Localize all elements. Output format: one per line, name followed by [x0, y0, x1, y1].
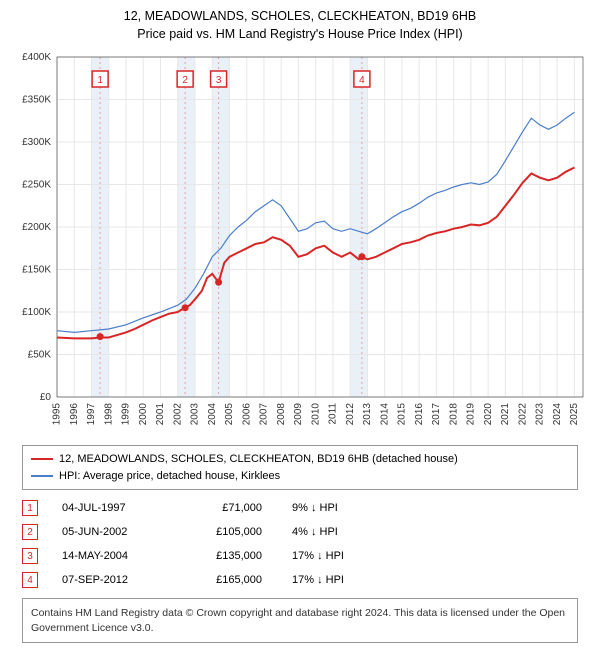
sale-price: £165,000: [192, 574, 292, 586]
svg-text:2018: 2018: [448, 403, 459, 426]
svg-text:2005: 2005: [224, 403, 235, 426]
sale-row: 3 14-MAY-2004£135,00017% ↓ HPI: [22, 544, 578, 568]
sale-point: [358, 253, 365, 260]
sale-point: [215, 279, 222, 286]
svg-text:2007: 2007: [259, 403, 270, 426]
legend-label: 12, MEADOWLANDS, SCHOLES, CLECKHEATON, B…: [59, 451, 458, 468]
svg-text:2020: 2020: [483, 403, 494, 426]
svg-text:2014: 2014: [379, 403, 390, 426]
sale-price: £71,000: [192, 502, 292, 514]
svg-text:2021: 2021: [500, 403, 511, 426]
svg-text:2025: 2025: [569, 403, 580, 426]
sale-date: 04-JUL-1997: [62, 502, 192, 514]
svg-text:2024: 2024: [552, 403, 563, 426]
svg-text:4: 4: [359, 75, 365, 86]
sale-point: [97, 333, 104, 340]
svg-text:1998: 1998: [103, 403, 114, 426]
svg-text:£300K: £300K: [22, 137, 51, 148]
footer-attribution: Contains HM Land Registry data © Crown c…: [22, 598, 578, 643]
sale-marker: 1: [22, 500, 38, 516]
svg-text:£400K: £400K: [22, 52, 51, 63]
svg-text:£100K: £100K: [22, 307, 51, 318]
legend-swatch: [31, 475, 53, 477]
sale-vs-hpi: 9% ↓ HPI: [292, 502, 412, 514]
legend-swatch: [31, 458, 53, 460]
svg-text:2012: 2012: [345, 403, 356, 426]
sale-vs-hpi: 17% ↓ HPI: [292, 574, 412, 586]
svg-text:£150K: £150K: [22, 265, 51, 276]
title-line-1: 12, MEADOWLANDS, SCHOLES, CLECKHEATON, B…: [10, 8, 590, 26]
sales-table: 104-JUL-1997£71,0009% ↓ HPI205-JUN-2002£…: [22, 496, 578, 592]
svg-text:£350K: £350K: [22, 95, 51, 106]
chart-svg: £0 £50K £100K £150K £200K £250K £300K £350K £400…: [11, 49, 589, 439]
svg-text:2017: 2017: [431, 403, 442, 426]
svg-text:2: 2: [182, 75, 188, 86]
svg-text:1997: 1997: [86, 403, 97, 426]
svg-text:2008: 2008: [276, 403, 287, 426]
svg-text:£0: £0: [40, 392, 52, 403]
svg-text:2016: 2016: [414, 403, 425, 426]
svg-text:2013: 2013: [362, 403, 373, 426]
svg-text:2022: 2022: [517, 403, 528, 426]
sale-vs-hpi: 17% ↓ HPI: [292, 550, 412, 562]
svg-text:2006: 2006: [241, 403, 252, 426]
svg-text:1996: 1996: [69, 403, 80, 426]
sale-row: 4 07-SEP-2012£165,00017% ↓ HPI: [22, 568, 578, 592]
svg-text:£50K: £50K: [28, 350, 52, 361]
svg-text:2002: 2002: [172, 403, 183, 426]
legend: 12, MEADOWLANDS, SCHOLES, CLECKHEATON, B…: [22, 445, 578, 490]
sale-date: 05-JUN-2002: [62, 526, 192, 538]
sale-point: [182, 304, 189, 311]
legend-item: 12, MEADOWLANDS, SCHOLES, CLECKHEATON, B…: [31, 451, 569, 468]
svg-text:2023: 2023: [535, 403, 546, 426]
sale-row: 1 04-JUL-1997£71,0009% ↓ HPI: [22, 496, 578, 520]
svg-text:2015: 2015: [397, 403, 408, 426]
sale-marker: 4: [22, 572, 38, 588]
sale-date: 14-MAY-2004: [62, 550, 192, 562]
chart-title: 12, MEADOWLANDS, SCHOLES, CLECKHEATON, B…: [10, 8, 590, 43]
sale-date: 07-SEP-2012: [62, 574, 192, 586]
svg-text:1: 1: [97, 75, 103, 86]
svg-text:2019: 2019: [466, 403, 477, 426]
svg-text:£250K: £250K: [22, 180, 51, 191]
svg-text:3: 3: [216, 75, 222, 86]
svg-text:2010: 2010: [310, 403, 321, 426]
svg-text:1999: 1999: [121, 403, 132, 426]
legend-item: HPI: Average price, detached house, Kirk…: [31, 468, 569, 485]
svg-text:£200K: £200K: [22, 222, 51, 233]
svg-text:2003: 2003: [190, 403, 201, 426]
svg-text:2004: 2004: [207, 403, 218, 426]
sale-price: £135,000: [192, 550, 292, 562]
price-chart: £0 £50K £100K £150K £200K £250K £300K £350K £400…: [11, 49, 589, 439]
legend-label: HPI: Average price, detached house, Kirk…: [59, 468, 280, 485]
sale-row: 2 05-JUN-2002£105,0004% ↓ HPI: [22, 520, 578, 544]
svg-text:2009: 2009: [293, 403, 304, 426]
sale-marker: 3: [22, 548, 38, 564]
svg-text:2000: 2000: [138, 403, 149, 426]
svg-text:1995: 1995: [52, 403, 63, 426]
svg-text:2011: 2011: [328, 403, 339, 425]
sale-vs-hpi: 4% ↓ HPI: [292, 526, 412, 538]
sale-marker: 2: [22, 524, 38, 540]
svg-text:2001: 2001: [155, 403, 166, 426]
sale-price: £105,000: [192, 526, 292, 538]
title-line-2: Price paid vs. HM Land Registry's House …: [10, 26, 590, 44]
